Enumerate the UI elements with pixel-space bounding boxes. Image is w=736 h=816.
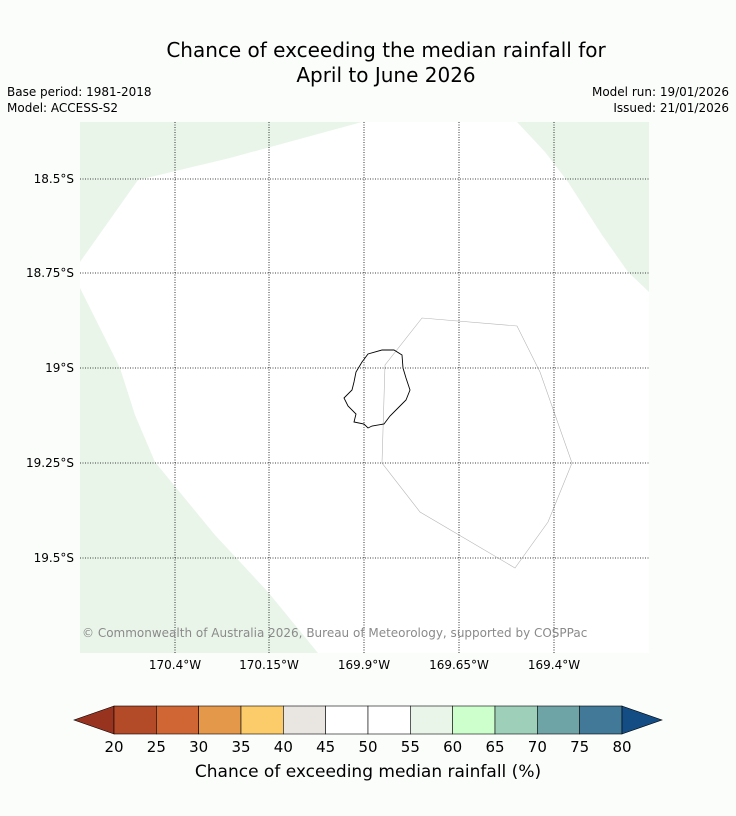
- model-text: Model: ACCESS-S2: [7, 101, 119, 115]
- lat-label: 19.5°S: [34, 551, 74, 565]
- colorbar-swatch: [494, 705, 538, 735]
- lat-label: 19°S: [45, 361, 74, 375]
- base-period-text: Base period: 1981-2018: [7, 85, 152, 99]
- lon-label: 169.9°W: [338, 658, 390, 672]
- lon-label: 170.4°W: [149, 658, 201, 672]
- shade-region-northeast: [517, 122, 649, 292]
- issued-text: Issued: 21/01/2026: [613, 101, 729, 115]
- map-title: Chance of exceeding the median rainfall …: [0, 38, 736, 88]
- colorbar-swatch: [156, 705, 199, 735]
- colorbar-under-arrow: [73, 705, 115, 735]
- lon-label: 169.4°W: [528, 658, 580, 672]
- shade-region-northwest: [80, 122, 362, 262]
- colorbar-swatch: [537, 705, 580, 735]
- metadata-left: Base period: 1981-2018 Model: ACCESS-S2: [7, 84, 152, 116]
- lat-label: 19.25°S: [26, 456, 74, 470]
- colorbar-swatch: [283, 705, 326, 735]
- lon-label: 170.15°W: [239, 658, 299, 672]
- lat-labels: 18.5°S 18.75°S 19°S 19.25°S 19.5°S: [26, 172, 74, 565]
- colorbar-tick-label: 70: [528, 738, 547, 756]
- colorbar-tick-label: 80: [612, 738, 631, 756]
- colorbar-tick-label: 25: [147, 738, 166, 756]
- model-run-text: Model run: 19/01/2026: [591, 85, 729, 99]
- shaded-regions: [80, 122, 649, 653]
- colorbar-swatch: [579, 705, 623, 735]
- title-line-2: April to June 2026: [296, 63, 476, 87]
- colorbar-title: Chance of exceeding median rainfall (%): [194, 762, 542, 782]
- colorbar-over-arrow: [621, 705, 663, 735]
- colorbar: 20 25 30 35 40 45 50 55 60 65 70 75 80: [73, 705, 663, 756]
- shade-region-southwest: [80, 288, 318, 653]
- colorbar-swatch: [113, 705, 157, 735]
- colorbar-tick-label: 60: [443, 738, 462, 756]
- colorbar-tick-label: 45: [316, 738, 335, 756]
- colorbar-tick-label: 30: [189, 738, 208, 756]
- colorbar-swatch: [325, 705, 369, 735]
- colorbar-tick-label: 50: [358, 738, 377, 756]
- island-coastline: [343, 349, 411, 429]
- colorbar-tick-label: 35: [231, 738, 250, 756]
- colorbar-swatches: [113, 705, 623, 735]
- lat-label: 18.5°S: [34, 172, 74, 186]
- title-line-1: Chance of exceeding the median rainfall …: [166, 38, 606, 62]
- gridlines: [80, 122, 649, 653]
- maritime-boundary: [381, 317, 573, 569]
- colorbar-swatch: [452, 705, 496, 735]
- colorbar-tick-label: 20: [104, 738, 123, 756]
- colorbar-tick-label: 55: [401, 738, 420, 756]
- colorbar-swatch: [198, 705, 242, 735]
- colorbar-tick-label: 65: [485, 738, 504, 756]
- colorbar-ticks: 20 25 30 35 40 45 50 55 60 65 70 75 80: [104, 738, 631, 756]
- copyright-text: © Commonwealth of Australia 2026, Bureau…: [82, 626, 587, 640]
- lat-label: 18.75°S: [26, 266, 74, 280]
- colorbar-swatch: [240, 705, 284, 735]
- colorbar-swatch: [367, 705, 411, 735]
- colorbar-tick-label: 75: [570, 738, 589, 756]
- colorbar-tick-label: 40: [274, 738, 293, 756]
- colorbar-swatch: [410, 705, 453, 735]
- lon-labels: 170.4°W 170.15°W 169.9°W 169.65°W 169.4°…: [149, 658, 580, 672]
- lon-label: 169.65°W: [429, 658, 489, 672]
- metadata-right: Model run: 19/01/2026 Issued: 21/01/2026: [592, 84, 729, 116]
